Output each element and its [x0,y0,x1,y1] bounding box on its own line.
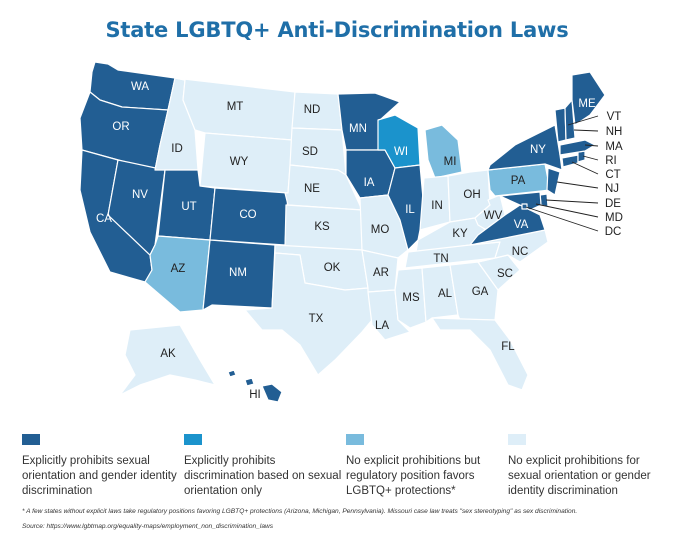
label-IN: IN [431,200,443,212]
footnote: * A few states without explicit laws tak… [22,508,578,515]
label-DE: DE [605,198,621,210]
legend-swatch [184,434,202,445]
label-ME: ME [578,98,596,110]
legend-swatch [346,434,364,445]
state-FL[interactable] [431,317,529,391]
legend-item-sexual-orientation-only: Explicitly prohibits discrimination base… [184,434,344,499]
state-CT[interactable] [561,154,579,168]
label-HI: HI [249,389,261,401]
label-MT: MT [227,101,244,113]
label-OK: OK [324,262,341,274]
label-NM: NM [229,267,247,279]
label-NH: NH [606,126,623,138]
state-AL[interactable] [421,264,459,323]
label-ND: ND [304,104,321,116]
label-WA: WA [131,81,149,93]
legend-item-explicit: Explicitly prohibits sexual orientation … [22,434,182,499]
label-NV: NV [132,189,148,201]
label-FL: FL [501,341,515,353]
state-DC[interactable] [521,203,528,210]
label-VA: VA [514,219,529,231]
label-NJ: NJ [605,183,619,195]
label-NC: NC [512,246,529,258]
label-MI: MI [444,156,457,168]
label-KS: KS [314,221,330,233]
legend-item-regulatory: No explicit prohibitions but regulatory … [346,434,506,499]
label-MS: MS [402,292,420,304]
label-OR: OR [112,121,129,133]
label-MA: MA [605,141,623,153]
label-WV: WV [484,210,503,222]
label-WI: WI [394,146,408,158]
legend-swatch [22,434,40,445]
state-HI[interactable] [227,369,283,403]
label-KY: KY [452,228,468,240]
label-AK: AK [160,348,176,360]
label-MN: MN [349,123,367,135]
label-VT: VT [607,111,622,123]
legend-label: Explicitly prohibits discrimination base… [184,455,342,497]
label-DC: DC [605,226,622,238]
label-SD: SD [302,146,318,158]
state-IL[interactable] [387,164,425,251]
legend-swatch [508,434,526,445]
state-TX[interactable] [244,252,373,376]
label-AL: AL [438,288,453,300]
source-note: Source: https://www.lgbtmap.org/equality… [22,523,274,530]
label-ID: ID [171,143,183,155]
legend-item-none: No explicit prohibitions for sexual orie… [508,434,668,499]
state-NJ[interactable] [546,167,561,196]
label-RI: RI [605,155,617,167]
label-NE: NE [304,183,320,195]
label-IA: IA [364,177,375,189]
legend-label: No explicit prohibitions for sexual orie… [508,455,651,497]
label-PA: PA [511,175,526,187]
label-NY: NY [530,144,546,156]
state-MI[interactable] [424,124,463,179]
state-MD[interactable] [499,191,542,211]
label-OH: OH [463,189,480,201]
label-CT: CT [605,169,620,181]
state-NC[interactable] [469,229,549,263]
label-TN: TN [433,253,448,265]
label-CO: CO [239,209,256,221]
state-VA[interactable] [469,204,546,246]
state-NY[interactable] [487,124,563,171]
state-AK[interactable] [119,324,216,396]
label-CA: CA [96,213,112,225]
state-MA[interactable] [559,139,596,156]
label-AR: AR [373,267,389,279]
legend-label: Explicitly prohibits sexual orientation … [22,455,177,497]
state-NH[interactable] [564,99,576,141]
state-NM[interactable] [202,239,276,311]
label-SC: SC [497,268,513,280]
us-map: WA OR CA NV ID MT WY UT CO AZ NM ND SD N… [79,61,623,403]
label-MO: MO [371,224,390,236]
label-LA: LA [375,320,389,332]
label-IL: IL [405,204,415,216]
label-MD: MD [605,212,623,224]
label-UT: UT [181,201,196,213]
legend-label: No explicit prohibitions but regulatory … [346,455,481,497]
label-GA: GA [472,286,489,298]
state-ME[interactable] [571,71,606,126]
label-AZ: AZ [171,263,186,275]
label-WY: WY [230,156,249,168]
label-TX: TX [309,313,324,325]
map-title: State LGBTQ+ Anti-Discrimination Laws [105,18,569,42]
